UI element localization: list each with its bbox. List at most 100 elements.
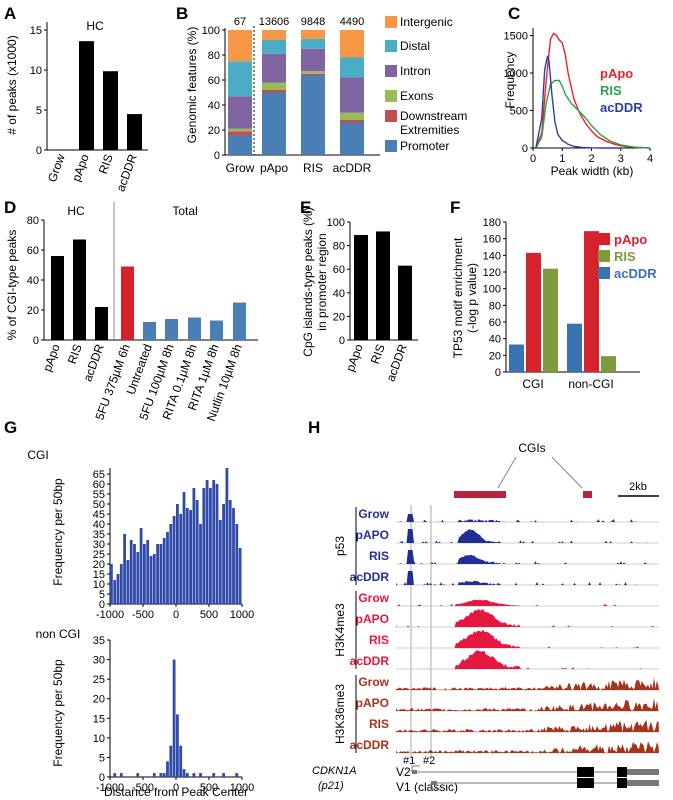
panel-letter-h: H [308, 418, 320, 437]
g-bottom-bin [162, 773, 166, 777]
xtick-label-b-papo: pApo [260, 161, 288, 175]
panel-e-ylabel-2: in promoter region [315, 233, 329, 330]
g-bottom-bin [172, 659, 176, 777]
g-top-bin [119, 564, 123, 604]
b-ytick-label: 40 [208, 100, 220, 112]
g-top-bin [159, 544, 163, 604]
panel-letter-g: G [4, 418, 17, 437]
g-top-bin [212, 480, 216, 604]
b-total-label: 67 [234, 16, 246, 28]
track-label-h3k36me3-acddr: acDDR [350, 738, 390, 752]
legend-swatch-b [385, 65, 397, 77]
c-xtick-label: 4 [647, 153, 653, 165]
bar-b-ris-intron [301, 48, 325, 72]
panel-e: E CpG islands-type peaks (%) in promoter… [300, 198, 418, 383]
g-bottom-bin [182, 769, 186, 777]
g-bottom-xtick-label: -1000 [96, 782, 124, 794]
g-top-bin [110, 564, 113, 604]
v2-exon-1 [412, 770, 417, 774]
panel-h: H CGIs 2kb Grow pAPO RIS acDDR Grow pAPO RIS ac… [308, 418, 659, 794]
legend-label-b: Distal [400, 39, 430, 53]
g-top-bin [136, 552, 140, 604]
v2-exon-utr [627, 769, 659, 775]
g-bottom-ytick-label: 25 [93, 674, 105, 686]
g-top-bin [126, 560, 130, 604]
legend-label-c-ris: RIS [600, 83, 622, 98]
scale-bar-label: 2kb [629, 481, 647, 493]
track-label-p53-acddr: acDDR [350, 570, 390, 584]
legend-label-b: Promoter [400, 139, 449, 153]
legend-label-f-ris: RIS [614, 249, 636, 264]
g-bottom-xtick-label: 0 [173, 782, 179, 794]
g-bottom-ytick-label: 20 [93, 694, 105, 706]
panel-g-bottom-title: non CGI [36, 627, 81, 641]
xtick-label-f: non-CGI [568, 377, 613, 391]
line-c-acddr [535, 55, 621, 149]
line-c-ris [535, 79, 651, 149]
panel-g: G CGI non CGI Frequency per 50bp Frequen… [4, 418, 254, 799]
g-bottom-ytick-label: 35 [93, 635, 105, 647]
xtick-label-a-ris: RIS [96, 152, 116, 176]
gene-alias: (p21) [318, 780, 344, 792]
tss1-label: #1 [403, 755, 415, 767]
f-ytick-label: 20 [489, 350, 501, 362]
panel-h-cgis-label: CGIs [518, 441, 545, 455]
g-top-ytick-label: 15 [93, 569, 105, 581]
xtick-label-e-papo: pApo [343, 342, 366, 373]
panel-letter-e: E [300, 198, 311, 217]
track-label-h3k4me3-acddr: acDDR [350, 654, 390, 668]
gene-name: CDKN1A [312, 765, 357, 777]
track-signal-h3k4me3-acddr [396, 650, 659, 669]
xtick-label-b-acddr: acDDR [333, 161, 372, 175]
b-ytick-label: 100 [202, 25, 220, 37]
b-ytick-label: 0 [214, 150, 220, 162]
g-bottom-bin [192, 773, 196, 777]
b-total-label: 9848 [301, 16, 325, 28]
track-label-h3k36me3-papo: pAPO [356, 696, 389, 710]
bar-b-papo-intergenic [262, 30, 286, 40]
legend-swatch-b [385, 110, 397, 122]
legend-label-b: Intron [400, 64, 431, 78]
g-top-bin [199, 524, 202, 604]
legend-label-c-acddr: acDDR [600, 100, 643, 115]
bar-b-acddr-distal [340, 57, 364, 78]
g-top-bin [228, 500, 232, 604]
v1-tss-arrow [430, 783, 440, 790]
line-c-papo [535, 32, 651, 149]
legend-swatch-b [385, 16, 397, 28]
g-top-ytick-label: 50 [93, 499, 105, 511]
bar-a-grow [55, 149, 70, 150]
f-ytick-label: 180 [483, 217, 501, 229]
bar-f-non-cgi-acddr [567, 323, 582, 372]
c-ytick-label: 0 [522, 143, 528, 155]
g-top-bin [179, 514, 183, 604]
g-top-ytick-label: 45 [93, 509, 105, 521]
xtick-label-d: pApo [40, 342, 63, 373]
g-top-bin [202, 488, 206, 604]
g-top-bin [162, 538, 166, 604]
c-ytick-label: 500 [510, 106, 528, 118]
panel-f-ylabel-1: TP53 motif enrichment [451, 237, 465, 358]
d-ytick-label: 60 [27, 245, 39, 257]
panel-d-ylabel: % of CGI-type peaks [5, 230, 19, 341]
bar-e-ris [376, 231, 390, 340]
bar-f-cgi-ris [543, 268, 558, 372]
bar-b-grow-intron [228, 96, 252, 129]
panel-letter-b: B [176, 4, 188, 23]
legend-swatch-b [385, 140, 397, 152]
d-ytick-label: 80 [27, 215, 39, 227]
bar-b-grow-distal [228, 61, 252, 97]
c-xtick-label: 0 [530, 153, 536, 165]
f-ytick-label: 140 [483, 250, 501, 262]
v2-exon-3 [617, 767, 627, 777]
panel-b-ylabel: Genomic features (%) [185, 27, 199, 144]
track-label-p53-grow: Grow [358, 507, 389, 521]
panel-letter-a: A [4, 4, 16, 23]
g-top-bin [215, 484, 219, 604]
bar-b-papo-promoter [262, 92, 286, 155]
e-ytick-label: 100 [327, 217, 345, 229]
bar-b-ris-downstream-extremities [301, 73, 325, 75]
xtick-label-b-ris: RIS [303, 161, 323, 175]
f-ytick-label: 120 [483, 267, 501, 279]
g-top-bin [172, 516, 176, 604]
